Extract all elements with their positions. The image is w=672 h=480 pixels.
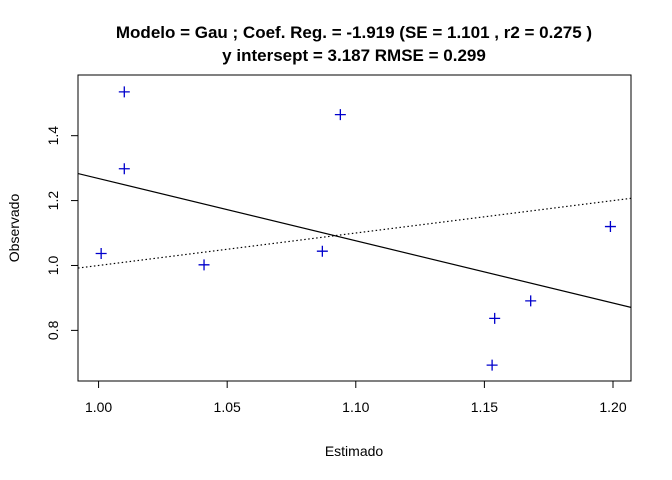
regression-line-solid bbox=[78, 172, 631, 308]
chart-title-line-1: Modelo = Gau ; Coef. Reg. = -1.919 (SE =… bbox=[116, 23, 592, 42]
data-point bbox=[525, 295, 537, 307]
x-tick-label: 1.00 bbox=[85, 399, 112, 415]
chart-title-line-2: y intersept = 3.187 RMSE = 0.299 bbox=[222, 46, 486, 65]
y-axis-label: Observado bbox=[6, 194, 22, 263]
x-tick-label: 1.20 bbox=[599, 399, 626, 415]
x-axis-label: Estimado bbox=[325, 443, 384, 459]
data-points bbox=[95, 86, 616, 371]
y-tick-label: 1.4 bbox=[45, 126, 61, 146]
x-axis: 1.00 1.05 1.10 1.15 1.20 bbox=[85, 380, 627, 415]
y-axis: 0.8 1.0 1.2 1.4 bbox=[45, 126, 79, 340]
plot-area-frame bbox=[77, 74, 632, 382]
data-point bbox=[118, 163, 130, 175]
data-point bbox=[604, 221, 616, 233]
y-tick-label: 1.0 bbox=[45, 256, 61, 276]
x-tick-label: 1.05 bbox=[214, 399, 241, 415]
y-tick-label: 1.2 bbox=[45, 191, 61, 211]
data-point bbox=[95, 247, 107, 259]
x-tick-label: 1.10 bbox=[342, 399, 369, 415]
regression-lines bbox=[78, 172, 631, 308]
reference-line-dotted bbox=[78, 197, 631, 269]
data-point bbox=[316, 245, 328, 257]
y-tick-label: 0.8 bbox=[45, 320, 61, 340]
data-point bbox=[489, 312, 501, 324]
data-point bbox=[118, 86, 130, 98]
data-point bbox=[334, 109, 346, 121]
x-tick-label: 1.15 bbox=[471, 399, 498, 415]
data-point bbox=[198, 259, 210, 271]
data-point bbox=[486, 359, 498, 371]
